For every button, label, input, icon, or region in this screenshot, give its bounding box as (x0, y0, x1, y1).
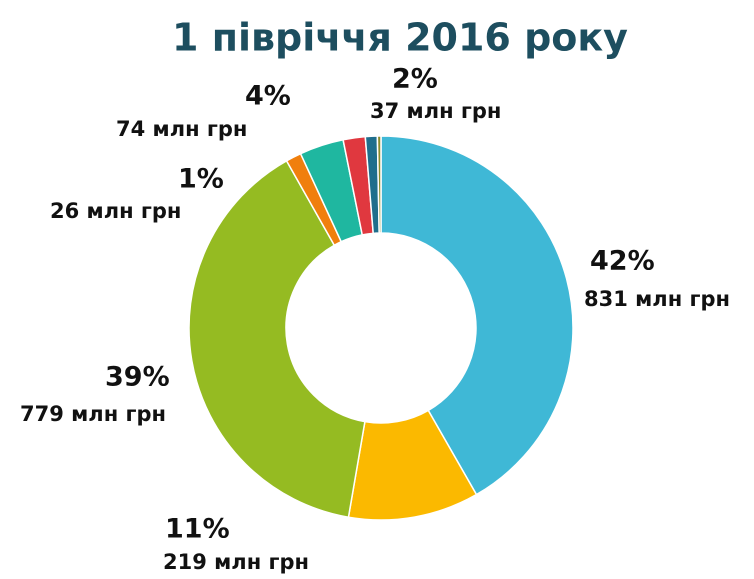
percent-label: 4% (245, 81, 291, 112)
percent-label: 42% (590, 246, 655, 277)
donut-segment (380, 135, 574, 496)
value-label: 779 млн грн (20, 402, 166, 426)
value-label: 831 млн грн (584, 287, 730, 311)
percent-label: 11% (165, 514, 230, 545)
chart-title: 1 півріччя 2016 року (172, 16, 628, 60)
value-label: 74 млн грн (116, 117, 247, 141)
percent-label: 2% (392, 64, 438, 95)
percent-label: 39% (105, 362, 170, 393)
value-label: 37 млн грн (370, 99, 501, 123)
donut-segment (376, 135, 382, 234)
percent-label: 1% (178, 164, 224, 195)
value-label: 219 млн грн (163, 550, 309, 574)
donut-segment (188, 159, 366, 519)
value-label: 26 млн грн (50, 199, 181, 223)
